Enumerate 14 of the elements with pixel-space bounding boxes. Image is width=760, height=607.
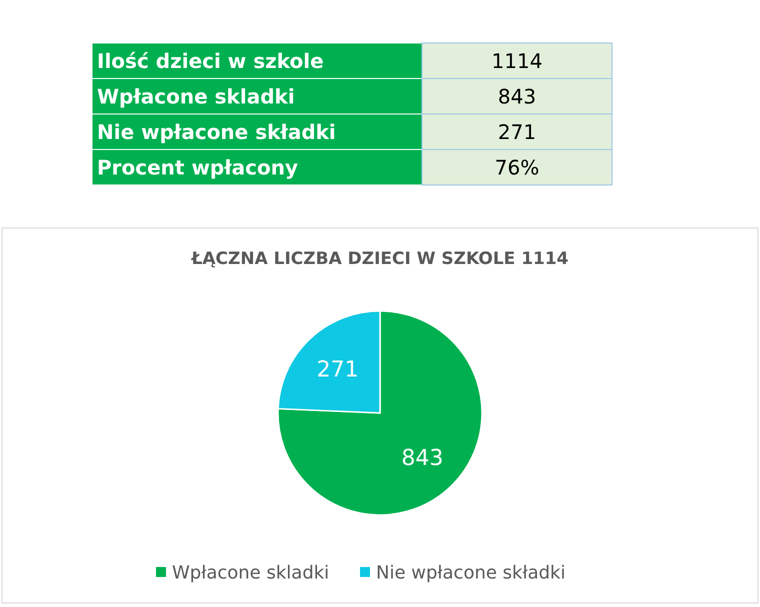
category-label: Ilość dzieci w szkole [97,48,324,73]
category-label: Nie wpłacone składki [97,120,336,144]
category-label: Wpłacone skladki [97,84,295,108]
text: 271 [498,120,536,144]
legend-label: Wpłacone skladki [172,562,330,584]
text: 1114 [492,48,542,73]
category-label: Procent wpłacony [97,155,298,180]
data-label: 843 [401,446,444,471]
data-label: 271 [316,358,359,383]
legend-label: Nie wpłacone składki [376,562,566,584]
text: 76% [494,155,540,180]
text: 843 [498,84,536,108]
pie-slice [277,310,483,516]
chart-title: ŁĄCZNA LICZBA DZIECI W SZKOLE 1114 [190,249,569,269]
